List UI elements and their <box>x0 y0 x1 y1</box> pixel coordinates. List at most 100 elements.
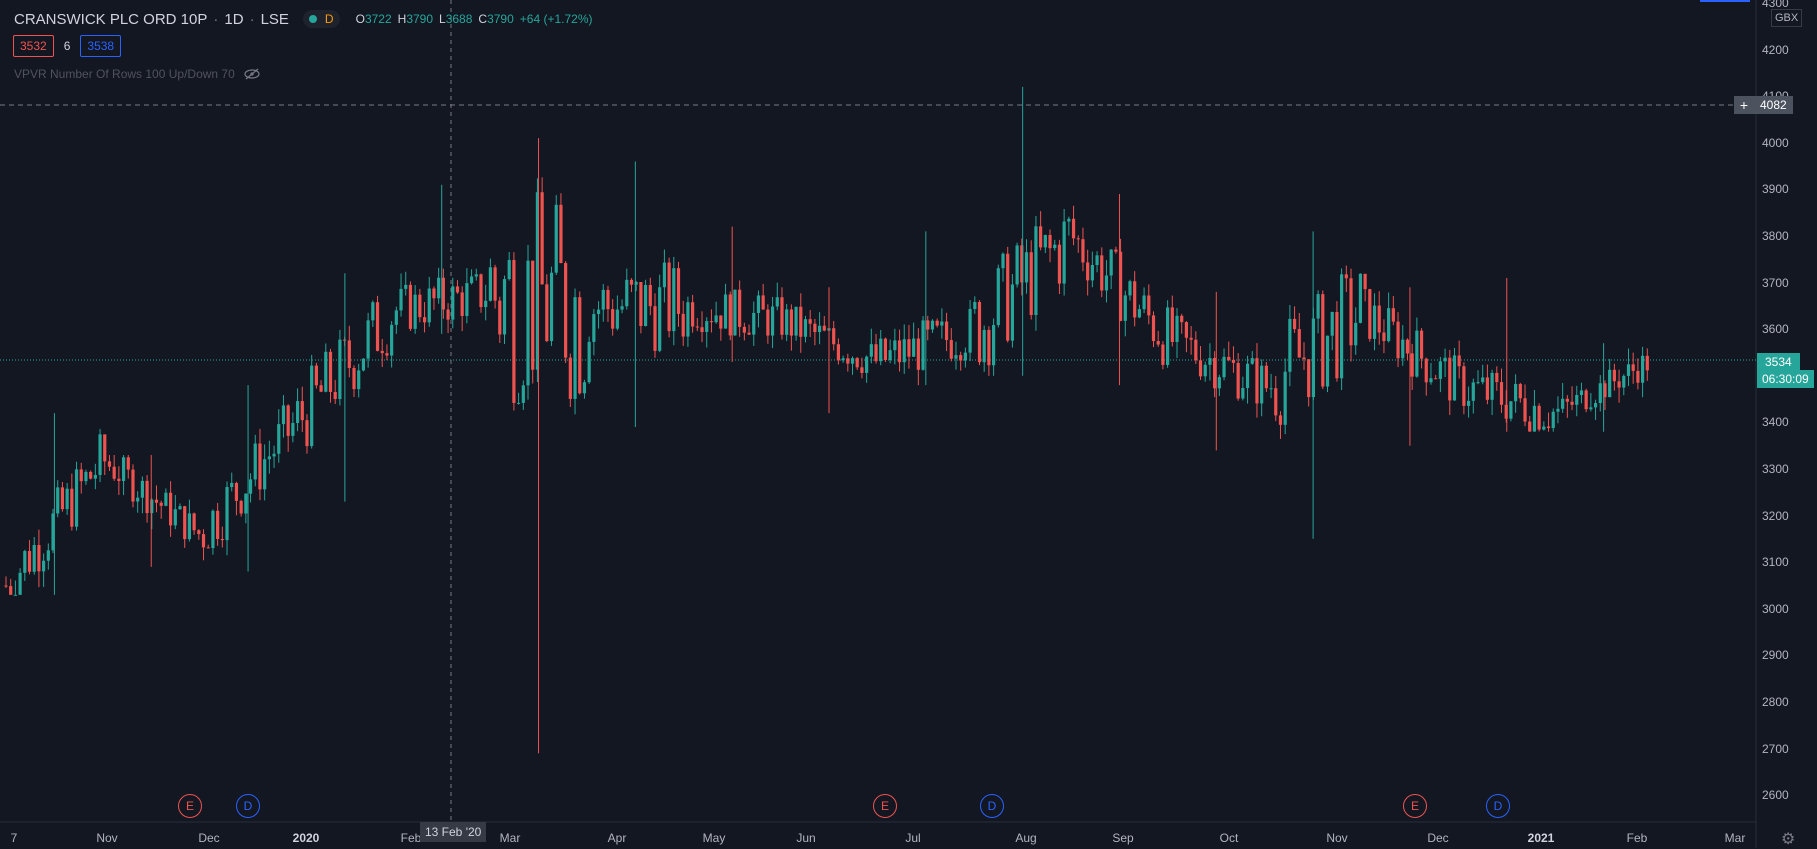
candle-body <box>1250 358 1254 364</box>
market-status[interactable]: D <box>302 10 340 28</box>
candle-body <box>1335 312 1339 379</box>
candle-body <box>883 338 888 361</box>
candle-body <box>785 309 789 335</box>
candle-body <box>662 262 666 288</box>
time-tick-label: May <box>702 831 726 845</box>
candle-body <box>1537 405 1541 430</box>
candle-body <box>1123 295 1127 321</box>
candle-body <box>460 292 464 317</box>
candle-body <box>267 456 271 460</box>
indicator-legend[interactable]: VPVR Number Of Rows 100 Up/Down 70 <box>14 67 261 81</box>
candle-body <box>1227 356 1231 360</box>
candle-body <box>418 294 422 318</box>
candle-body <box>1292 318 1297 330</box>
candle-body <box>230 483 234 488</box>
candle-body <box>1151 315 1156 342</box>
earnings-marker[interactable]: E <box>873 794 897 818</box>
open-label: O <box>355 12 365 26</box>
candle-body <box>799 306 803 337</box>
earnings-marker[interactable]: E <box>1403 794 1427 818</box>
candle-body <box>968 309 972 353</box>
dividend-marker[interactable]: D <box>236 794 260 818</box>
candle-body <box>1081 239 1085 263</box>
candle-body <box>1622 375 1626 388</box>
symbol-name[interactable]: CRANSWICK PLC ORD 10P <box>14 10 208 28</box>
candle-body <box>676 268 681 314</box>
candle-body <box>281 405 286 425</box>
candle-body <box>164 492 168 506</box>
candle-body <box>178 506 182 510</box>
candle-body <box>1166 307 1170 365</box>
candle-body <box>517 402 521 404</box>
candle-body <box>56 487 60 514</box>
price-tick-label: 3400 <box>1762 415 1789 430</box>
time-tick-label: Dec <box>198 831 220 845</box>
eye-slash-icon[interactable] <box>243 68 261 80</box>
candle-body <box>634 281 638 285</box>
candle-body <box>1617 381 1621 388</box>
candle-body <box>1462 366 1466 406</box>
candle-body <box>1142 295 1146 310</box>
candle-body <box>615 309 619 329</box>
candle-body <box>568 357 572 399</box>
candle-body <box>780 297 784 335</box>
candle-body <box>1156 341 1160 345</box>
symbol-legend[interactable]: CRANSWICK PLC ORD 10P · 1D · LSE D O3722… <box>14 10 593 28</box>
candle-body <box>1368 289 1372 339</box>
interval-label[interactable]: 1D <box>224 10 244 28</box>
gear-icon[interactable]: ⚙ <box>1781 831 1796 848</box>
time-tick-label: Sep <box>1112 831 1134 845</box>
candle-body <box>728 294 732 336</box>
price-tick-label: 2800 <box>1762 695 1789 709</box>
candle-body <box>310 365 314 447</box>
candle-body <box>1471 382 1475 401</box>
candle-body <box>1424 358 1428 383</box>
candle-body <box>1452 355 1457 401</box>
candle-body <box>121 457 126 482</box>
time-tick-label: Jun <box>796 831 816 845</box>
candle-body <box>766 309 770 336</box>
dividend-marker[interactable]: D <box>980 794 1004 818</box>
candle-body <box>1443 357 1447 362</box>
candle-body <box>620 306 624 310</box>
dividend-marker[interactable]: D <box>1486 794 1510 818</box>
candle-body <box>1504 404 1508 419</box>
candle-body <box>992 325 996 366</box>
candle-body <box>1170 307 1174 342</box>
candle-body <box>319 385 323 392</box>
candle-body <box>1325 335 1330 387</box>
candle-body <box>850 358 855 364</box>
currency-label[interactable]: GBX <box>1771 9 1803 27</box>
candle-body <box>738 289 742 327</box>
sell-button[interactable]: 3532 <box>13 35 54 57</box>
plus-icon[interactable]: + <box>1734 96 1754 114</box>
candle-body <box>846 358 850 364</box>
candle-body <box>1086 262 1090 281</box>
candle-body <box>173 509 177 526</box>
earnings-marker[interactable]: E <box>178 794 202 818</box>
price-tick-label: 4300 <box>1762 0 1789 10</box>
candle-body <box>559 204 563 264</box>
candle-body <box>1514 383 1518 402</box>
candle-body <box>582 382 587 394</box>
separator-dot-2: · <box>249 10 255 28</box>
candle-body <box>1485 377 1489 400</box>
candle-body <box>27 551 32 572</box>
price-tick-label: 3900 <box>1762 182 1789 197</box>
candle-body <box>502 279 507 335</box>
candle-body <box>1476 382 1480 384</box>
candle-body <box>855 358 859 368</box>
candle-body <box>277 424 281 454</box>
indicator-label[interactable]: VPVR Number Of Rows 100 Up/Down 70 <box>14 67 235 81</box>
candle-body <box>42 560 46 572</box>
candle-body <box>611 309 615 329</box>
candle-body <box>65 488 69 510</box>
candle-body <box>535 192 540 370</box>
ohlc-open: O3722 <box>356 12 392 26</box>
candle-body <box>1321 294 1325 387</box>
candle-body <box>888 350 892 361</box>
buy-button[interactable]: 3538 <box>80 35 122 57</box>
candle-body <box>1137 309 1141 318</box>
